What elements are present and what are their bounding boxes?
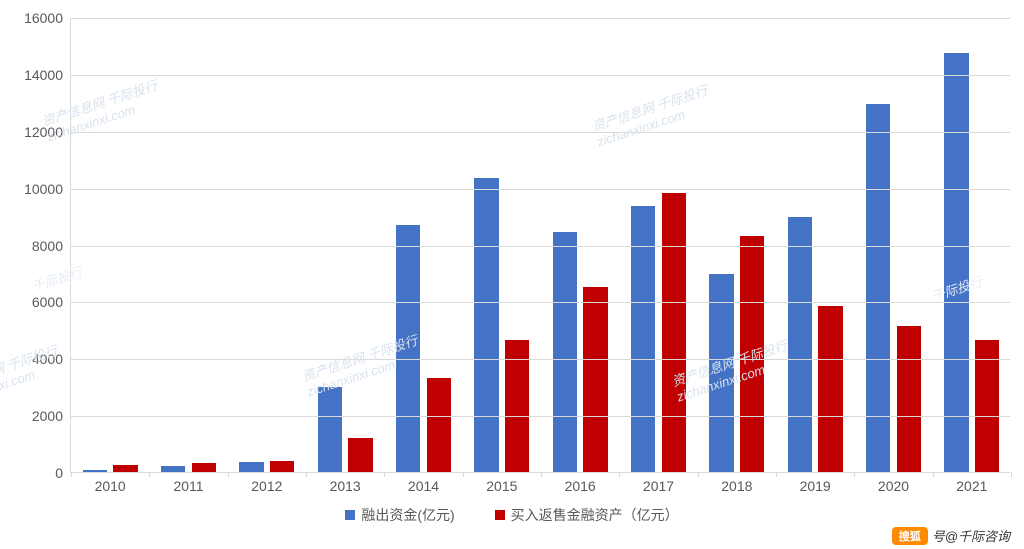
y-tick-label: 16000: [24, 10, 71, 26]
y-tick-label: 14000: [24, 67, 71, 83]
bar: [944, 53, 968, 472]
x-tick-label: 2018: [721, 472, 752, 494]
x-tick-mark: [228, 472, 229, 477]
y-tick-label: 10000: [24, 181, 71, 197]
bar: [427, 378, 451, 472]
x-tick-mark: [306, 472, 307, 477]
gridline: [71, 18, 1010, 19]
gridline: [71, 189, 1010, 190]
bar: [113, 465, 137, 472]
x-tick-label: 2011: [173, 472, 203, 494]
bar: [583, 287, 607, 472]
x-tick-mark: [149, 472, 150, 477]
y-tick-label: 2000: [32, 408, 71, 424]
gridline: [71, 359, 1010, 360]
sohu-badge: 搜狐: [892, 527, 928, 545]
x-tick-label: 2014: [408, 472, 439, 494]
y-tick-label: 12000: [24, 124, 71, 140]
legend: 融出资金(亿元) 买入返售金融资产（亿元）: [0, 505, 1024, 525]
x-tick-mark: [541, 472, 542, 477]
x-tick-mark: [854, 472, 855, 477]
x-tick-label: 2019: [800, 472, 831, 494]
y-tick-label: 6000: [32, 294, 71, 310]
bar: [270, 461, 294, 472]
bar: [740, 236, 764, 472]
bar: [192, 463, 216, 472]
plot-area: 0200040006000800010000120001400016000201…: [70, 18, 1010, 473]
bar-chart: 0 2000 4000 6000 8000 10000 12000 14000 16000 201…: [0, 0, 1024, 549]
x-tick-label: 2017: [643, 472, 674, 494]
x-tick-mark: [776, 472, 777, 477]
x-tick-mark: [698, 472, 699, 477]
gridline: [71, 246, 1010, 247]
gridline: [71, 132, 1010, 133]
x-tick-label: 2012: [251, 472, 282, 494]
x-tick-mark: [384, 472, 385, 477]
x-tick-label: 2015: [486, 472, 517, 494]
x-tick-mark: [619, 472, 620, 477]
bar: [818, 306, 842, 472]
bar: [396, 225, 420, 472]
x-tick-mark: [1011, 472, 1012, 477]
bar: [788, 217, 812, 472]
legend-label: 融出资金(亿元): [361, 505, 454, 525]
x-tick-label: 2013: [330, 472, 361, 494]
y-tick-label: 0: [55, 465, 71, 481]
bar: [662, 193, 686, 472]
x-tick-mark: [463, 472, 464, 477]
bar: [553, 232, 577, 472]
y-tick-label: 8000: [32, 238, 71, 254]
x-tick-mark: [71, 472, 72, 477]
legend-item: 买入返售金融资产（亿元）: [495, 505, 679, 525]
bar: [474, 178, 498, 472]
bar: [318, 387, 342, 472]
x-tick-label: 2016: [565, 472, 596, 494]
legend-swatch: [345, 510, 355, 520]
x-tick-label: 2020: [878, 472, 909, 494]
gridline: [71, 416, 1010, 417]
bar: [709, 274, 733, 472]
y-tick-label: 4000: [32, 351, 71, 367]
legend-label: 买入返售金融资产（亿元）: [511, 505, 679, 525]
x-tick-label: 2021: [956, 472, 987, 494]
x-tick-label: 2010: [95, 472, 126, 494]
gridline: [71, 75, 1010, 76]
legend-swatch: [495, 510, 505, 520]
gridline: [71, 302, 1010, 303]
legend-item: 融出资金(亿元): [345, 505, 454, 525]
bar: [897, 326, 921, 472]
x-tick-mark: [933, 472, 934, 477]
bar: [348, 438, 372, 472]
source-attribution: 搜狐 号@千际咨询: [892, 526, 1010, 545]
bar: [239, 462, 263, 472]
source-text: 号@千际咨询: [932, 526, 1010, 545]
